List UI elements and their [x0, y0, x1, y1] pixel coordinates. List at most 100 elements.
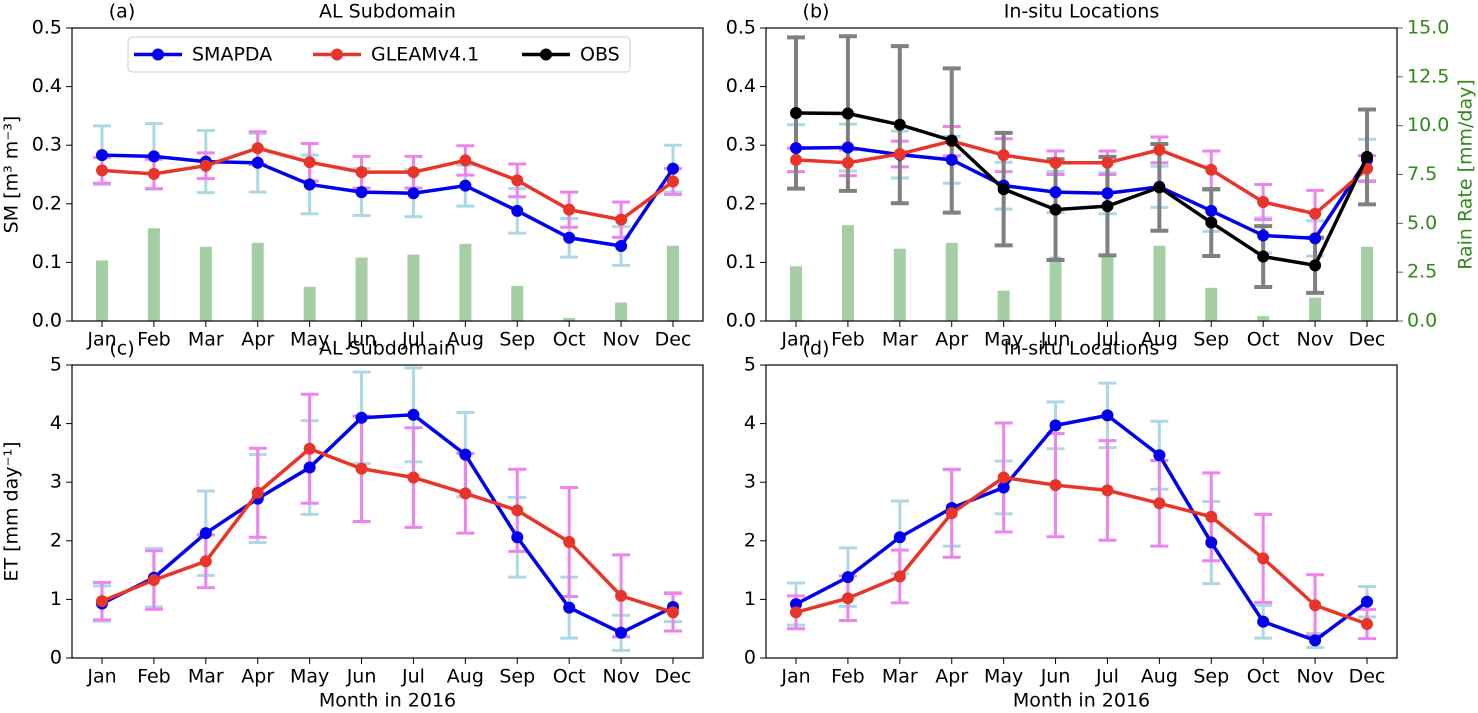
marker	[1257, 552, 1270, 565]
marker	[251, 486, 264, 499]
y-tick-label: 0	[50, 647, 62, 669]
marker	[1101, 200, 1114, 213]
y2-tick-label: 7.5	[1407, 163, 1437, 185]
x-tick-label: Sep	[1193, 666, 1229, 688]
marker	[563, 601, 576, 614]
marker	[1205, 163, 1218, 176]
x-tick-label: Oct	[1247, 666, 1280, 688]
series-line	[101, 146, 675, 222]
marker	[96, 164, 108, 177]
marker	[841, 571, 854, 584]
x-axis-label: Month in 2016	[1013, 690, 1150, 710]
y2-tick-label: 15.0	[1407, 17, 1449, 39]
y-tick-label: 0.1	[32, 251, 62, 273]
marker	[945, 153, 958, 166]
marker	[1205, 204, 1218, 217]
x-tick-label: Nov	[603, 666, 640, 688]
marker	[563, 535, 576, 548]
axes-frame	[765, 27, 1398, 322]
y-tick-label: 1	[50, 588, 62, 610]
marker	[997, 183, 1010, 196]
panel-label: (d)	[803, 338, 830, 360]
marker	[459, 179, 472, 192]
x-tick-label: Nov	[1297, 329, 1334, 351]
marker	[303, 156, 316, 169]
y-tick-label: 0.3	[726, 134, 756, 156]
x-tick-label: Jul	[1095, 329, 1119, 351]
legend-marker	[152, 48, 164, 61]
rain-bar	[563, 318, 576, 321]
rain-bar	[1049, 256, 1062, 321]
marker	[1101, 187, 1114, 200]
marker	[893, 531, 906, 544]
rain-bar	[1309, 297, 1322, 321]
marker	[511, 174, 524, 187]
x-tick-label: Dec	[1349, 329, 1386, 351]
marker	[147, 150, 160, 163]
series-line	[101, 153, 675, 248]
panel-title: In-situ Locations	[1004, 1, 1159, 23]
marker	[1049, 156, 1062, 169]
x-tick-label: Dec	[1349, 666, 1386, 688]
y-axis-label: ET [mm day⁻¹]	[1, 441, 23, 581]
marker	[1049, 419, 1062, 432]
marker	[893, 570, 906, 583]
y-tick-label: 2	[744, 529, 756, 551]
x-tick-label: Jun	[1040, 666, 1071, 688]
marker	[1049, 186, 1062, 199]
x-tick-label: Jun	[346, 666, 377, 688]
y-axis-label: SM [m³ m⁻³]	[1, 116, 23, 234]
marker	[1361, 618, 1373, 631]
x-tick-label: Jun	[1040, 329, 1071, 351]
marker	[1309, 634, 1322, 647]
marker	[1309, 232, 1322, 245]
x-tick-label: Jul	[401, 666, 425, 688]
panel-label: (b)	[803, 1, 830, 23]
y-tick-label: 3	[50, 471, 62, 493]
rain-bar	[407, 254, 420, 321]
x-tick-label: Oct	[1247, 329, 1280, 351]
x-tick-label: May	[984, 666, 1023, 688]
x-tick-label: May	[290, 329, 329, 351]
x-tick-label: Feb	[137, 666, 171, 688]
marker	[945, 507, 958, 520]
y-tick-label: 1	[744, 588, 756, 610]
x-tick-label: Jan	[780, 666, 810, 688]
rain-bar	[1205, 287, 1218, 321]
x-tick-label: Apr	[241, 329, 274, 351]
marker	[1153, 181, 1166, 194]
marker	[563, 231, 576, 244]
rain-bar	[615, 302, 628, 321]
y2-tick-label: 12.5	[1407, 65, 1449, 87]
marker	[945, 134, 958, 147]
rain-bar	[841, 225, 854, 321]
marker	[841, 156, 854, 169]
x-tick-label: Apr	[935, 329, 968, 351]
marker	[1101, 484, 1114, 497]
marker	[511, 204, 524, 217]
marker	[1309, 259, 1322, 272]
marker	[1257, 250, 1270, 263]
axes-frame	[71, 364, 704, 659]
x-tick-label: Dec	[655, 329, 692, 351]
series-line	[795, 413, 1369, 643]
x-axis-label: Month in 2016	[319, 690, 456, 710]
marker	[303, 442, 316, 455]
rain-bar	[511, 285, 524, 321]
marker	[459, 487, 472, 500]
rain-bar	[459, 243, 472, 321]
rain-bar	[790, 266, 802, 321]
x-tick-label: Jan	[780, 329, 810, 351]
x-tick-label: May	[290, 666, 329, 688]
marker	[615, 589, 628, 602]
rain-bar	[1153, 245, 1166, 321]
x-tick-label: Nov	[1297, 666, 1334, 688]
x-tick-label: Jun	[346, 329, 377, 351]
marker	[563, 203, 576, 216]
rain-bar	[147, 228, 160, 321]
marker	[667, 175, 679, 188]
y2-axis-label: Rain Rate [mm/day]	[1455, 79, 1477, 270]
x-tick-label: Apr	[241, 666, 274, 688]
x-tick-label: Feb	[831, 666, 865, 688]
marker	[459, 154, 472, 167]
